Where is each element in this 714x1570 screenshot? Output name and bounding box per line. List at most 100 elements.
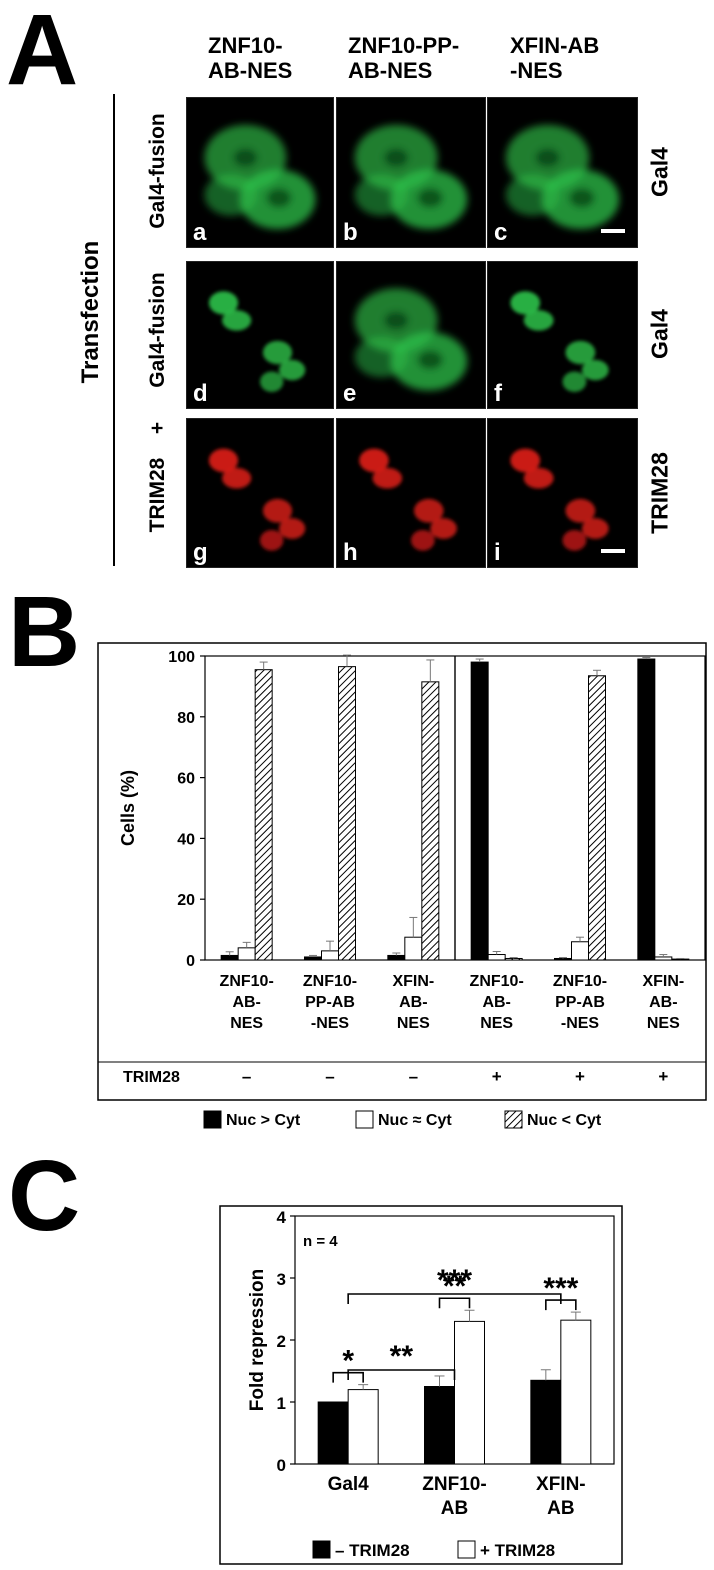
chart-c-ylabel: Fold repression [247, 1269, 268, 1412]
chart-b-category-label-line: AB- [232, 994, 260, 1011]
chart-b-legend-label: Nuc > Cyt [226, 1112, 301, 1129]
chart-c-category-label-line: AB [441, 1498, 468, 1519]
panel-c-letter: C [8, 1140, 81, 1252]
chart-b-ytick-label: 100 [168, 649, 195, 666]
chart-b-bar [504, 957, 523, 961]
chart-b-category-label-line: NES [397, 1015, 430, 1032]
chart-c-ytick-label: 0 [277, 1456, 286, 1475]
chart-b-category-label-line: AB- [649, 994, 677, 1011]
chart-b-category-label-line: XFIN- [392, 973, 434, 990]
micrograph-c: c [487, 97, 638, 248]
chart-b-frame [97, 642, 707, 1101]
chart-b-bar [588, 675, 606, 961]
micrograph-g: g [186, 418, 334, 568]
micrograph-letter-g: g [193, 539, 208, 566]
chart-c-category-label-line: Gal4 [328, 1474, 370, 1495]
chart-c-frame [219, 1205, 623, 1565]
transfection-bracket-line [113, 94, 115, 566]
chart-c-bar [530, 1379, 562, 1465]
chart-b-category-label-line: NES [230, 1015, 263, 1032]
chart-c-category-label-line: ZNF10- [422, 1474, 486, 1495]
chart-b-ytick-label: 20 [177, 892, 195, 909]
micrograph-h: h [336, 418, 486, 568]
micrograph-d: d [186, 261, 334, 409]
panel-a-letter: A [6, 0, 79, 106]
chart-b-category-label: XFIN- AB- NES [642, 973, 684, 1032]
chart-b-category-label: ZNF10- PP-AB -NES [553, 973, 607, 1032]
micrograph-letter-e: e [343, 380, 357, 407]
chart-b-trim28-value: + [575, 1067, 585, 1086]
chart-b-category-label-line: PP-AB [555, 994, 605, 1011]
micrograph-letter-h: h [343, 539, 358, 566]
micrograph-letter-i: i [494, 539, 501, 566]
micrograph-letter-a: a [193, 219, 207, 246]
scale-bar [601, 549, 625, 553]
micrograph-e: e [336, 261, 486, 409]
chart-b-category-label: XFIN- AB- NES [392, 973, 434, 1032]
chart-b-trim28-value: – [242, 1067, 251, 1086]
chart-c-ytick-label: 1 [277, 1394, 286, 1413]
chart-c-sig-bracket [438, 1297, 471, 1309]
chart-b-bar [421, 681, 440, 961]
chart-b-bar [671, 958, 690, 961]
chart-c-annotation: n = 4 [303, 1233, 338, 1250]
chart-c-legend-label: + TRIM28 [480, 1541, 555, 1560]
chart-c-legend-swatch [457, 1540, 476, 1559]
column-header-2: ZNF10-PP- AB-NES [348, 33, 460, 83]
chart-b-bar [654, 956, 673, 961]
chart-c-bar [347, 1389, 379, 1465]
scale-bar [601, 229, 625, 233]
chart-b-category-label: ZNF10- PP-AB -NES [303, 973, 357, 1032]
chart-b-ytick-label: 80 [177, 710, 195, 727]
chart-b-trim28-value: + [658, 1067, 668, 1086]
chart-b-legend-swatch [203, 1110, 222, 1129]
micrograph-letter-b: b [343, 219, 358, 246]
chart-b-legend-swatch [504, 1110, 523, 1129]
chart-b-category-label: ZNF10- AB- NES [470, 973, 524, 1032]
chart-b-category-label-line: -NES [311, 1015, 350, 1032]
chart-b-bar [487, 954, 506, 961]
micrograph-letter-c: c [494, 219, 508, 246]
column-header-3: XFIN-AB -NES [510, 33, 600, 83]
chart-c-category-label-line: XFIN- [536, 1474, 586, 1495]
column-header-1: ZNF10- AB-NES [208, 33, 293, 83]
chart-b-category-label: ZNF10- AB- NES [220, 973, 274, 1032]
chart-b-bar [321, 950, 339, 961]
chart-b-trim28-value: + [492, 1067, 502, 1086]
chart-b-bar [571, 941, 589, 961]
chart-b-bar [470, 661, 489, 961]
chart-b-bar [220, 954, 239, 961]
chart-b-ylabel: Cells (%) [118, 770, 138, 846]
chart-b-bar [254, 669, 273, 961]
chart-c-category-label: Gal4 [328, 1474, 370, 1495]
chart-b-category-label-line: AB- [482, 994, 510, 1011]
chart-c-bar [454, 1320, 485, 1465]
chart-b-category-label-line: NES [647, 1015, 680, 1032]
chart-b-ytick-label: 40 [177, 831, 195, 848]
chart-b-row-label: TRIM28 [123, 1069, 180, 1086]
chart-b-category-label-line: -NES [561, 1015, 600, 1032]
micrograph-letter-d: d [193, 380, 208, 407]
chart-b-category-label-line: ZNF10- [553, 973, 607, 990]
panel-b-letter: B [8, 576, 81, 688]
chart-c-bar [560, 1319, 592, 1465]
chart-b-ytick-label: 0 [186, 953, 195, 970]
chart-b-bar [387, 954, 406, 961]
chart-c-ytick-label: 4 [277, 1208, 287, 1227]
chart-b-category-label-line: PP-AB [305, 994, 355, 1011]
chart-c-legend-swatch [312, 1540, 331, 1559]
chart-b-category-label-line: ZNF10- [303, 973, 357, 990]
chart-b-bar [237, 947, 256, 961]
chart-c-bar [424, 1386, 455, 1465]
micrograph-letter-f: f [494, 380, 502, 407]
micrograph-b: b [336, 97, 486, 248]
chart-b-category-label-line: ZNF10- [470, 973, 524, 990]
chart-c-sig-span [347, 1293, 562, 1304]
chart-c-sig-label: ** [443, 1270, 467, 1303]
chart-b-bar [554, 957, 572, 961]
chart-b-legend-swatch [355, 1110, 374, 1129]
micrograph-f: f [487, 261, 638, 409]
chart-c-sig-span-label: *** [437, 1264, 472, 1297]
micrograph-i: i [487, 418, 638, 568]
